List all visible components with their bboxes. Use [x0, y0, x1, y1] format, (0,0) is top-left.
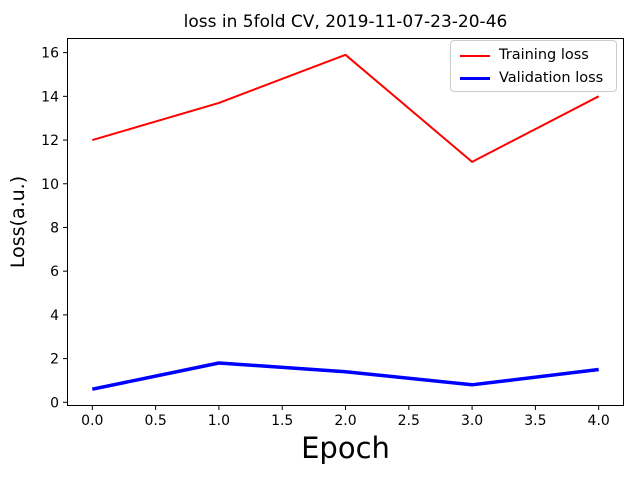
x-tick-label: 3.5 — [524, 413, 546, 429]
x-tick-label: 2.0 — [334, 413, 356, 429]
x-tick-label: 4.0 — [588, 413, 610, 429]
y-tick-label: 12 — [41, 133, 59, 149]
legend-line-sample — [460, 54, 490, 57]
chart-title: loss in 5fold CV, 2019-11-07-23-20-46 — [183, 12, 508, 32]
series-line-1 — [91, 361, 599, 391]
y-tick-label: 14 — [41, 89, 59, 105]
axes-spines — [67, 38, 624, 406]
x-tick-label: 0.5 — [144, 413, 166, 429]
y-tick-label: 2 — [50, 352, 59, 368]
x-tick-label: 3.0 — [461, 413, 483, 429]
legend-item-label: Training loss — [499, 47, 589, 63]
x-tick-label: 2.5 — [398, 413, 420, 429]
legend: Training loss Validation loss — [450, 40, 617, 92]
legend-item-label: Validation loss — [499, 70, 604, 86]
x-tick-label: 1.0 — [208, 413, 230, 429]
y-axis-label: Loss(a.u.) — [7, 175, 29, 269]
x-axis-label: Epoch — [301, 431, 390, 465]
y-tick-label: 6 — [50, 264, 59, 280]
legend-item: Validation loss — [460, 70, 607, 87]
y-tick-label: 16 — [41, 46, 59, 62]
x-tick-label: 1.5 — [271, 413, 293, 429]
legend-line-sample — [460, 76, 490, 81]
legend-item: Training loss — [460, 47, 607, 64]
x-tick-label: 0.0 — [81, 413, 103, 429]
y-tick-label: 8 — [50, 220, 59, 236]
series-line-0 — [92, 53, 600, 163]
y-tick-label: 4 — [50, 308, 59, 324]
y-tick-label: 10 — [41, 177, 59, 193]
y-tick-label: 0 — [50, 395, 59, 411]
